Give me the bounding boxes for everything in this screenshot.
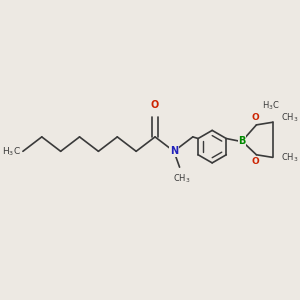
Text: O: O	[151, 100, 159, 110]
Text: $\mathsf{CH_3}$: $\mathsf{CH_3}$	[281, 151, 298, 164]
Text: $\mathsf{CH_3}$: $\mathsf{CH_3}$	[281, 111, 298, 124]
Text: N: N	[170, 146, 178, 156]
Text: $\mathsf{H_3C}$: $\mathsf{H_3C}$	[2, 145, 21, 158]
Text: O: O	[251, 158, 259, 166]
Text: $\mathsf{H_3C}$: $\mathsf{H_3C}$	[262, 100, 280, 112]
Text: O: O	[251, 113, 259, 122]
Text: B: B	[238, 136, 246, 146]
Text: $\mathsf{CH_3}$: $\mathsf{CH_3}$	[173, 173, 191, 185]
